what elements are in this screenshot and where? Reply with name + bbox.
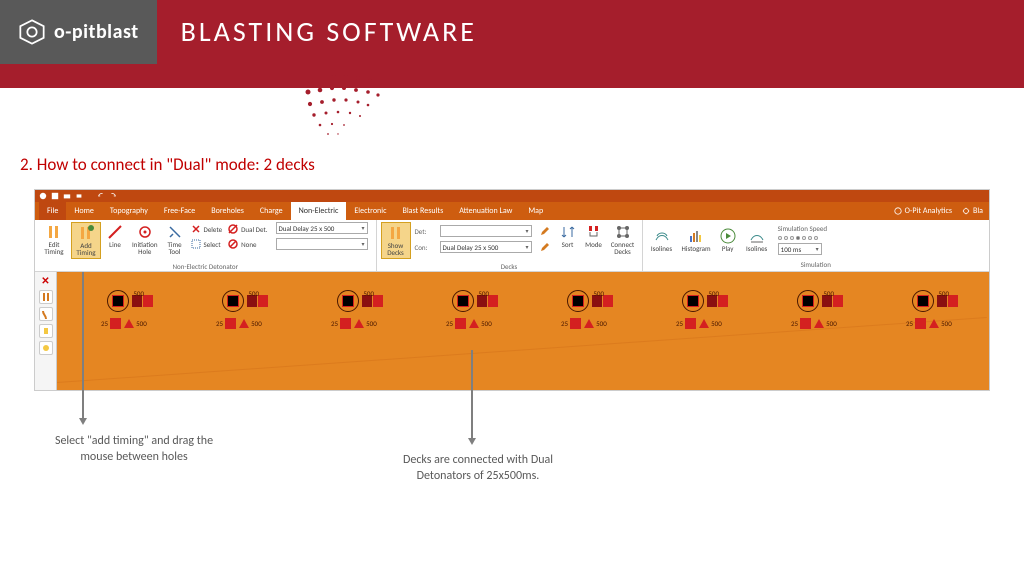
- tab-boreholes[interactable]: Boreholes: [203, 202, 252, 220]
- con-label: Con:: [415, 243, 437, 252]
- tool-2[interactable]: [39, 307, 53, 321]
- app-screenshot: FileHomeTopographyFree-FaceBoreholesChar…: [34, 189, 990, 391]
- canvas-sidebar: ✕: [35, 272, 57, 390]
- line-button[interactable]: Line: [103, 222, 127, 250]
- tab-electronic[interactable]: Electronic: [346, 202, 394, 220]
- borehole[interactable]: 500 25 500: [222, 290, 282, 329]
- quick-access-toolbar: [35, 190, 989, 202]
- mode-button[interactable]: Mode: [582, 222, 606, 250]
- isolines-button[interactable]: Isolines: [647, 226, 677, 254]
- settings-link[interactable]: Bla: [973, 206, 983, 216]
- speed-slider[interactable]: [778, 236, 827, 240]
- borehole[interactable]: 500 25 500: [912, 290, 972, 329]
- print-icon[interactable]: [75, 192, 83, 200]
- select-button[interactable]: Select: [189, 237, 225, 251]
- sort-button[interactable]: Sort: [556, 222, 580, 250]
- tool-3[interactable]: [39, 324, 53, 338]
- tab-non-electric[interactable]: Non-Electric: [291, 202, 347, 220]
- edit-pencil-1[interactable]: [538, 224, 552, 238]
- tab-attenuation-law[interactable]: Attenuation Law: [451, 202, 520, 220]
- logo-block: o-pitblast: [0, 0, 157, 64]
- tab-home[interactable]: Home: [66, 202, 102, 220]
- borehole[interactable]: 500 25 500: [682, 290, 742, 329]
- undo-icon[interactable]: [97, 192, 105, 200]
- group-label-3: Simulation: [643, 259, 990, 271]
- callout-arrow-left: [79, 418, 87, 425]
- detonator-select-1b[interactable]: ▾: [276, 238, 368, 250]
- logo-icon: [18, 18, 46, 46]
- show-decks-button[interactable]: ShowDecks: [381, 222, 411, 259]
- callout-left: Select "add timing" and drag themouse be…: [34, 434, 234, 465]
- tool-4[interactable]: [39, 341, 53, 355]
- save-icon[interactable]: [51, 192, 59, 200]
- open-icon[interactable]: [63, 192, 71, 200]
- det-select[interactable]: ▾: [440, 225, 532, 237]
- sim-speed-label: Simulation Speed: [778, 224, 827, 233]
- edit-timing-button[interactable]: EditTiming: [39, 222, 69, 257]
- close-icon[interactable]: ✕: [41, 274, 49, 287]
- banner-title: BLASTING SOFTWARE: [157, 0, 501, 88]
- con-select[interactable]: Dual Delay 25 x 500▾: [440, 241, 532, 253]
- callout-line-left: [82, 272, 84, 420]
- borehole[interactable]: 500 25 500: [337, 290, 397, 329]
- ribbon: EditTiming AddTiming Line InitiationHole…: [35, 220, 989, 272]
- callout-arrow-right: [468, 438, 476, 445]
- group-simulation: Isolines Histogram Play Isolines Simulat…: [643, 220, 990, 271]
- add-timing-button[interactable]: AddTiming: [71, 222, 101, 259]
- tabs-right: O-Pit Analytics Bla: [894, 206, 983, 216]
- borehole[interactable]: 500 25 500: [107, 290, 167, 329]
- det-label: Det:: [415, 227, 437, 236]
- histogram-button[interactable]: Histogram: [679, 226, 714, 254]
- tab-charge[interactable]: Charge: [252, 202, 291, 220]
- redo-icon[interactable]: [109, 192, 117, 200]
- canvas-main[interactable]: 500 25 500 500 25 500 500 25 500: [57, 272, 989, 390]
- detonator-select-1[interactable]: Dual Delay 25 x 500▾: [276, 222, 368, 234]
- borehole[interactable]: 500 25 500: [567, 290, 627, 329]
- ribbon-tabs: FileHomeTopographyFree-FaceBoreholesChar…: [35, 202, 989, 220]
- connect-decks-button[interactable]: ConnectDecks: [608, 222, 638, 257]
- isotimes-button[interactable]: Isolines: [742, 226, 772, 254]
- app-icon: [39, 192, 47, 200]
- borehole[interactable]: 500 25 500: [452, 290, 512, 329]
- logo-text: o-pitblast: [54, 20, 139, 44]
- tab-file[interactable]: File: [39, 202, 66, 220]
- speed-value[interactable]: 100 ms▾: [778, 243, 822, 255]
- edit-pencil-2[interactable]: [538, 240, 552, 254]
- dualdet-button[interactable]: Dual Det.: [226, 222, 269, 236]
- tab-blast-results[interactable]: Blast Results: [394, 202, 451, 220]
- tool-1[interactable]: [39, 290, 53, 304]
- tab-free-face[interactable]: Free-Face: [156, 202, 203, 220]
- group-decks: ShowDecks Det:▾ Con:Dual Delay 25 x 500▾…: [377, 220, 643, 271]
- delete-button[interactable]: Delete: [189, 222, 225, 236]
- section-title: 2. How to connect in "Dual" mode: 2 deck…: [20, 154, 1024, 175]
- borehole[interactable]: 500 25 500: [797, 290, 857, 329]
- header-banner: o-pitblast BLASTING SOFTWARE: [0, 0, 1024, 88]
- play-button[interactable]: Play: [716, 226, 740, 254]
- analytics-link[interactable]: O-Pit Analytics: [905, 206, 952, 216]
- group-nonelectric: EditTiming AddTiming Line InitiationHole…: [35, 220, 377, 271]
- initiation-hole-button[interactable]: InitiationHole: [129, 222, 161, 257]
- tab-map[interactable]: Map: [520, 202, 551, 220]
- time-tool-button[interactable]: TimeTool: [163, 222, 187, 257]
- analytics-icon: [894, 207, 902, 215]
- tab-topography[interactable]: Topography: [102, 202, 156, 220]
- none-button[interactable]: None: [226, 237, 269, 251]
- canvas: ✕ 500 25 500 500 25 500: [35, 272, 989, 390]
- callout-line-right: [471, 350, 473, 440]
- callout-right: Decks are connected with DualDetonators …: [378, 453, 578, 484]
- gear-icon: [962, 207, 970, 215]
